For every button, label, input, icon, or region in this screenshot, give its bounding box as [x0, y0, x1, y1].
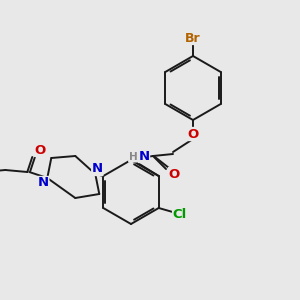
Text: H: H	[129, 152, 137, 162]
Text: N: N	[138, 149, 150, 163]
Text: Cl: Cl	[172, 208, 187, 220]
Text: N: N	[38, 176, 49, 190]
Text: O: O	[35, 143, 46, 157]
Text: O: O	[188, 128, 199, 140]
Text: O: O	[168, 167, 180, 181]
Text: Br: Br	[185, 32, 201, 44]
Text: N: N	[92, 163, 103, 176]
